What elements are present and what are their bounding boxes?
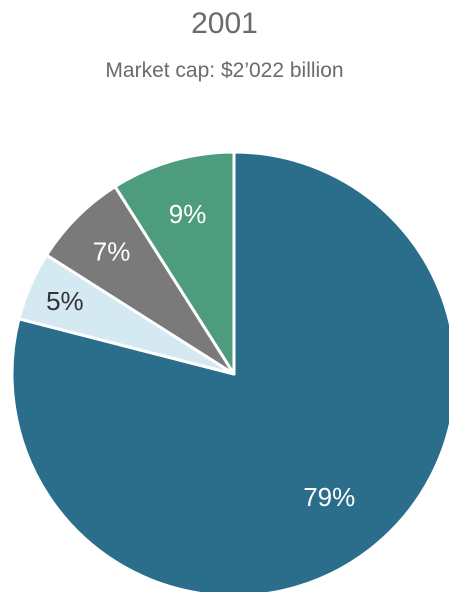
pie-slice-label: 5%	[46, 286, 84, 316]
pie-slice	[10, 150, 449, 592]
pie-slice-label: 7%	[93, 237, 131, 267]
pie-labels: 79% 5% 7% 9%	[46, 199, 355, 512]
pie-slice	[113, 150, 236, 376]
pie-slices	[10, 150, 449, 592]
chart-title: 2001	[191, 7, 258, 40]
chart-subtitle: Market cap: $2’022 billion	[105, 59, 344, 82]
pie-slice-label: 79%	[303, 482, 355, 512]
pie-slice-label: 9%	[169, 199, 207, 229]
